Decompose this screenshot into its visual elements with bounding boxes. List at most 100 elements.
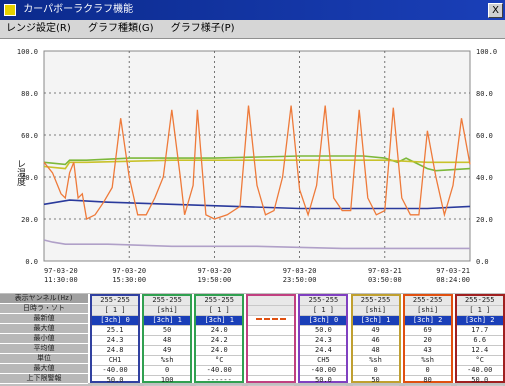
channel-column-7[interactable]: 255-255 [shi] [3ch] 2 69 20 43 %sh 0 80 [402, 294, 453, 386]
x-tick-date: 97-03-20 [112, 267, 146, 275]
channel-cell: 255-255 [300, 296, 347, 306]
trend-chart: 100.0 100.0 80.0 80.0 60.0 60.0 40.0 40.0 20.0 20… [15, 48, 497, 284]
y-left-tick-label: 20.0 [21, 216, 38, 224]
channel-legend-table: 表示ヤンネル(Hz) 日時ラ・ソト 最新値 最大値 最小値 平均値 単位 最大値 上下限警報 25… [0, 294, 505, 386]
channel-cell: -40.00 [456, 366, 503, 376]
channel-cell: 255-255 [92, 296, 139, 306]
menu-range-settings[interactable]: レンジ設定(R) [6, 23, 71, 34]
channel-cell: %sh [404, 356, 451, 366]
trend-chart-panel: 100.0 100.0 80.0 80.0 60.0 60.0 40.0 40.0 20.0 20… [0, 39, 505, 293]
y-right-tick-label: 20.0 [476, 216, 493, 224]
menu-graph-type[interactable]: グラフ種類(G) [87, 23, 154, 34]
channel-cell: 50.0 [456, 376, 503, 386]
y-left-tick-label: 40.0 [21, 174, 38, 182]
channel-cell: 24.8 [92, 346, 139, 356]
channel-cell: [ 1 ] [92, 306, 139, 316]
legend-row-header: 表示ヤンネル(Hz) [0, 294, 88, 304]
channel-cell: [3ch] 2 [456, 316, 503, 326]
channel-cell: 255-255 [456, 296, 503, 306]
channel-cell: 255-255 [352, 296, 399, 306]
channel-cell: %sh [144, 356, 191, 366]
channel-cell: 24.0 [196, 346, 243, 356]
channel-cell: 0 [404, 366, 451, 376]
x-tick-time: 19:50:00 [198, 276, 232, 284]
channel-cell: 0 [352, 366, 399, 376]
menu-bar: レンジ設定(R) グラフ種類(G) グラフ様子(P) [0, 20, 505, 39]
legend-row-header: 最大値 [0, 324, 88, 334]
channel-cell: 100 [144, 376, 191, 386]
channel-cell: [3ch] 1 [144, 316, 191, 326]
channel-column-1[interactable]: 255-255[ 1 ] [3ch] 0 25.1 24.3 24.8 CH1 -40.00… [90, 294, 141, 386]
channel-cell [248, 326, 295, 336]
window-title: カーパボーラクラフ機能 [23, 4, 134, 15]
channel-cell: 50.0 [92, 376, 139, 386]
x-tick-date: 97-03-20 [44, 267, 78, 275]
channel-cell: 69 [404, 326, 451, 336]
channel-cell: 50.0 [300, 376, 347, 386]
channel-column-5[interactable]: 255-255[ 1 ] [3ch] 0 50.0 24.3 24.4 CH5 -40.00… [298, 294, 349, 386]
x-tick-time: 15:30:00 [112, 276, 146, 284]
channel-cell: -40.00 [300, 366, 347, 376]
channel-cell [248, 356, 295, 366]
channel-cell: -40.00 [196, 366, 243, 376]
channel-cell: 49 [352, 326, 399, 336]
channel-cell: °C [196, 356, 243, 366]
channel-cell: 48 [352, 346, 399, 356]
channel-column-8[interactable]: 255-255[ 1 ] [3ch] 2 17.7 6.6 12.4 °C -40.00 50… [454, 294, 505, 386]
channel-cell [248, 346, 295, 356]
close-button[interactable]: X [488, 3, 503, 18]
menu-graph-style[interactable]: グラフ様子(P) [170, 23, 235, 34]
channel-cell: [3ch] 0 [92, 316, 139, 326]
channel-cell: [shi] [352, 306, 399, 316]
channel-cell: 20 [404, 336, 451, 346]
channel-cell: 24.3 [92, 336, 139, 346]
x-tick-time: 03:50:00 [368, 276, 402, 284]
channel-cell: 50 [352, 376, 399, 386]
x-tick-date: 97-03-20 [198, 267, 232, 275]
channel-cell: %sh [352, 356, 399, 366]
channel-cell: 50.0 [300, 326, 347, 336]
x-tick-time: 23:50:00 [283, 276, 317, 284]
legend-row-header: 最新値 [0, 314, 88, 324]
legend-row-header: 平均値 [0, 344, 88, 354]
y-left-tick-label: 100.0 [17, 48, 38, 56]
channel-cell: [3ch] 2 [404, 316, 451, 326]
x-tick-time: 11:30:00 [44, 276, 78, 284]
title-bar: カーパボーラクラフ機能 X [0, 0, 505, 20]
channel-column-4[interactable] [246, 294, 297, 386]
channel-cell: 49 [144, 346, 191, 356]
dashed-line-sample [256, 318, 287, 320]
channel-cell: 255-255 [144, 296, 191, 306]
channel-cell: 50 [144, 326, 191, 336]
channel-cell: [ 1 ] [300, 306, 347, 316]
channel-cell: 17.7 [456, 326, 503, 336]
channel-cell: 43 [404, 346, 451, 356]
channel-cell: [3ch] 1 [352, 316, 399, 326]
y-right-tick-label: 40.0 [476, 174, 493, 182]
channel-cell: 24.3 [300, 336, 347, 346]
channel-column-6[interactable]: 255-255 [shi] [3ch] 1 49 46 48 %sh 0 50 [350, 294, 401, 386]
plot-area [43, 50, 471, 262]
channel-cell [248, 316, 295, 326]
channel-cell: 24.0 [196, 326, 243, 336]
channel-cell: 24.2 [196, 336, 243, 346]
x-tick-date: 97-03-21 [436, 267, 470, 275]
channel-cell: CH5 [300, 356, 347, 366]
channel-column-2[interactable]: 255-255 [shi] [3ch] 1 50 48 49 %sh 0 100 [142, 294, 193, 386]
channel-cell: [shi] [144, 306, 191, 316]
channel-cell: 255-255 [196, 296, 243, 306]
channel-cell: [ 1 ] [456, 306, 503, 316]
channel-column-3[interactable]: 255-255[ 1 ] [3ch] 1 24.0 24.2 24.0 °C -40.00-… [194, 294, 245, 386]
channel-cell: °C [456, 356, 503, 366]
channel-cell [248, 336, 295, 346]
x-tick-date: 97-03-20 [283, 267, 317, 275]
channel-cell [248, 296, 295, 306]
channel-cell: 46 [352, 336, 399, 346]
channel-cell: 25.1 [92, 326, 139, 336]
channel-cell: 12.4 [456, 346, 503, 356]
y-right-tick-label: 80.0 [476, 90, 493, 98]
legend-row-header: 最大値 [0, 364, 88, 374]
series-line-4 [43, 239, 470, 250]
channel-cell: -40.00 [92, 366, 139, 376]
y-left-tick-label: 60.0 [21, 132, 38, 140]
